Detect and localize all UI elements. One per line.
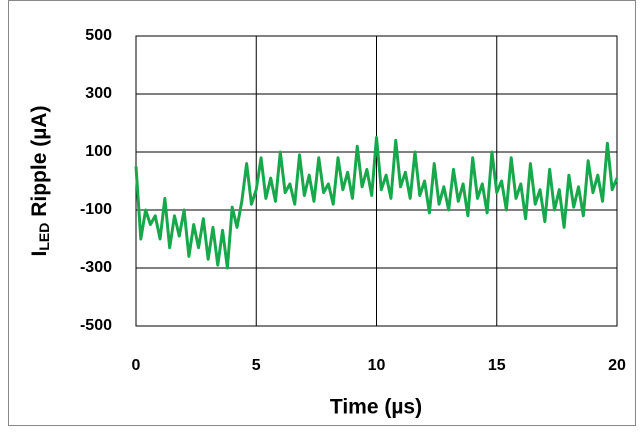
y-title-main: I [28,251,51,257]
y-tick-label: 100 [85,143,112,160]
data-line [134,136,619,270]
y-tick-label: 300 [85,85,112,102]
y-tick-label: 500 [85,27,112,44]
chart-border [8,0,636,426]
y-tick-label: -500 [80,317,112,334]
x-tick-label: 5 [252,357,261,374]
y-title-rest: Ripple (µA) [28,106,51,223]
x-tick-label: 15 [488,357,506,374]
y-tick-label: -300 [80,259,112,276]
y-tick-label: -100 [80,201,112,218]
y-title-sub: LED [36,223,52,251]
y-axis-title: ILED Ripple (µA) [28,106,52,257]
x-tick-label: 20 [608,357,626,374]
x-axis-title: Time (µs) [330,396,422,419]
x-tick-label: 10 [368,357,386,374]
x-tick-label: 0 [132,357,141,374]
